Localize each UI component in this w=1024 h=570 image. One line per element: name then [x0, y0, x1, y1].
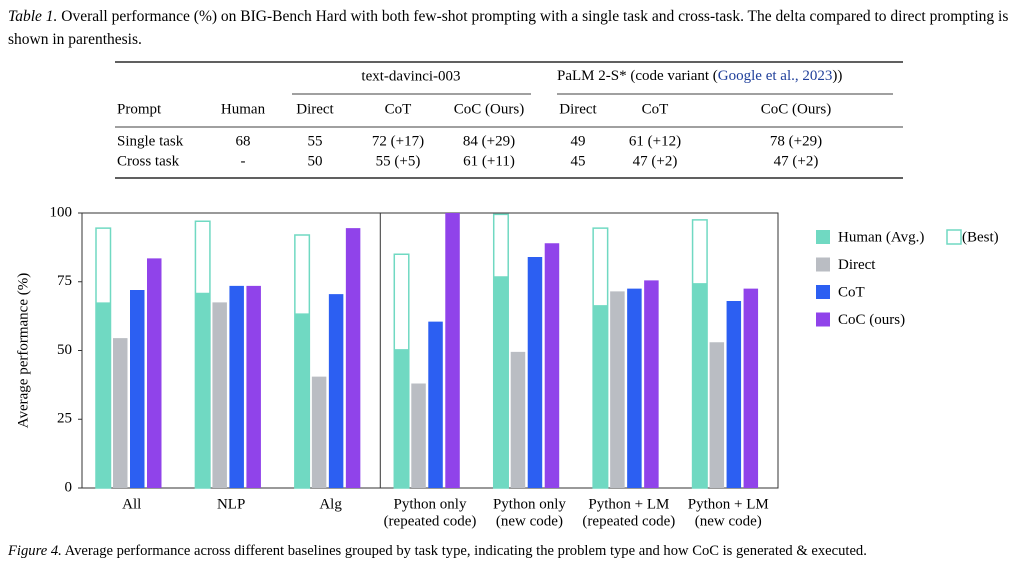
table-cell: 68	[236, 133, 251, 149]
bar	[229, 285, 244, 488]
group-prefix: PaLM 2-S* (code variant (	[557, 68, 718, 84]
table-cell: 78 (+29)	[770, 133, 822, 149]
bar	[294, 313, 310, 488]
bar	[96, 302, 111, 488]
table-cell: 72 (+17)	[372, 133, 424, 149]
bar	[709, 342, 725, 488]
column-header: CoC (Ours)	[761, 101, 831, 117]
x-tick-label: (new code)	[496, 513, 563, 529]
citation: Google et al., 2023	[718, 68, 833, 84]
bar	[130, 290, 145, 488]
legend-label: Human (Avg.)	[838, 229, 924, 245]
bar	[726, 301, 742, 488]
table-caption: Table 1. Overall performance (%) on BIG-…	[8, 5, 1020, 51]
bar	[627, 288, 642, 488]
group-header: text-davinci-003	[361, 68, 460, 84]
legend-swatch	[816, 257, 830, 272]
table-cell: 55	[308, 133, 323, 149]
bar	[493, 276, 509, 488]
bar	[113, 338, 128, 488]
table-cell: -	[241, 153, 246, 169]
table-cell: 84 (+29)	[463, 133, 515, 149]
table-cell: 47 (+2)	[774, 153, 819, 169]
y-tick-label: 50	[57, 342, 72, 358]
legend-label: (Best)	[962, 229, 999, 245]
bar	[644, 280, 659, 488]
table-cell: 61 (+12)	[629, 133, 681, 149]
legend-label: CoC (ours)	[838, 312, 905, 328]
bar	[527, 257, 543, 488]
bar	[593, 305, 608, 488]
table-cell: 47 (+2)	[633, 153, 678, 169]
y-tick-label: 25	[57, 411, 72, 427]
table-cell: Cross task	[117, 153, 180, 169]
bar	[544, 243, 560, 488]
column-header: Human	[221, 101, 266, 117]
bar	[212, 302, 227, 488]
x-tick-label: Python + LM	[588, 496, 669, 512]
group-suffix: ))	[832, 68, 842, 84]
bar	[311, 376, 327, 488]
legend-swatch	[816, 230, 830, 244]
table-cell: 49	[571, 133, 586, 149]
bar	[195, 292, 210, 488]
bar	[246, 285, 261, 488]
y-tick-label: 0	[65, 479, 73, 495]
bar	[510, 351, 526, 488]
table-cell: 61 (+11)	[463, 153, 515, 169]
column-header: Direct	[559, 101, 597, 117]
legend-swatch	[946, 229, 962, 245]
legend-swatch	[816, 312, 830, 327]
bar	[428, 321, 443, 488]
x-tick-label: Python only	[493, 496, 566, 512]
x-tick-label: Python + LM	[688, 496, 769, 512]
table-cell: 55 (+5)	[376, 153, 421, 169]
bar	[394, 349, 409, 488]
column-header: Prompt	[117, 101, 162, 117]
y-tick-label: 75	[57, 273, 72, 289]
bar	[147, 258, 162, 488]
y-axis-label: Average performance (%)	[15, 273, 31, 428]
x-tick-label: Alg	[319, 496, 342, 512]
x-tick-label: All	[122, 496, 141, 512]
bar	[411, 383, 426, 488]
column-header: CoC (Ours)	[454, 101, 524, 117]
x-tick-label: (new code)	[695, 513, 762, 529]
table-label: Table 1.	[8, 8, 58, 25]
column-header: CoT	[642, 101, 669, 117]
bar	[328, 294, 344, 488]
x-tick-label: NLP	[217, 496, 245, 512]
column-header: Direct	[296, 101, 334, 117]
y-tick-label: 100	[50, 204, 73, 220]
table-cell: Single task	[117, 133, 184, 149]
table-cell: 50	[308, 153, 323, 169]
legend-label: Direct	[838, 257, 876, 273]
x-tick-label: (repeated code)	[582, 513, 675, 529]
legend-swatch	[816, 285, 830, 299]
table-cell: 45	[571, 153, 586, 169]
bar	[345, 228, 361, 488]
group-header: PaLM 2-S* (code variant (Google et al., …	[557, 68, 842, 84]
x-tick-label: Python only	[394, 496, 467, 512]
column-header: CoT	[385, 101, 412, 117]
figure-label: Figure 4.	[8, 543, 62, 559]
bar	[692, 283, 708, 488]
bar	[743, 288, 759, 488]
bar	[445, 213, 460, 488]
figure-caption: Figure 4. Average performance across dif…	[8, 540, 867, 563]
bar	[610, 291, 625, 488]
x-tick-label: (repeated code)	[384, 513, 477, 529]
caption-text: Overall performance (%) on BIG-Bench Har…	[8, 8, 1009, 48]
caption-text: Average performance across different bas…	[64, 543, 867, 559]
legend-label: CoT	[838, 284, 865, 300]
